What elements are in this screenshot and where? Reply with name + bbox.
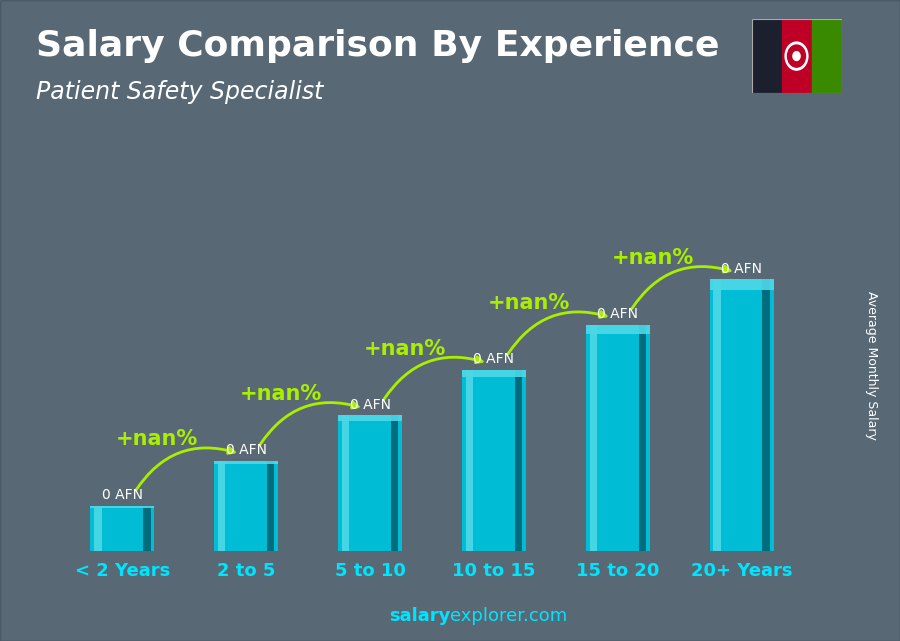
- Bar: [515, 370, 522, 551]
- Text: salary: salary: [389, 607, 450, 625]
- Bar: [338, 415, 402, 420]
- FancyArrowPatch shape: [384, 357, 482, 399]
- Bar: [812, 19, 842, 93]
- Circle shape: [785, 42, 808, 70]
- Text: 0 AFN: 0 AFN: [102, 488, 143, 503]
- Bar: [590, 324, 598, 551]
- Bar: [90, 506, 155, 508]
- Text: +nan%: +nan%: [488, 294, 570, 313]
- FancyArrowPatch shape: [136, 447, 234, 490]
- Bar: [342, 415, 349, 551]
- Circle shape: [788, 45, 806, 67]
- Bar: [781, 19, 812, 93]
- Bar: [638, 324, 646, 551]
- Bar: [752, 19, 781, 93]
- Text: +nan%: +nan%: [364, 339, 446, 359]
- Circle shape: [793, 52, 800, 60]
- Bar: [391, 415, 399, 551]
- Bar: [762, 279, 770, 551]
- FancyArrowPatch shape: [508, 312, 606, 354]
- Text: +nan%: +nan%: [239, 384, 322, 404]
- Bar: [586, 324, 650, 333]
- Bar: [214, 461, 278, 464]
- Text: Patient Safety Specialist: Patient Safety Specialist: [36, 80, 323, 104]
- FancyArrowPatch shape: [260, 402, 358, 445]
- Bar: [462, 370, 526, 551]
- Bar: [90, 506, 155, 551]
- Text: +nan%: +nan%: [611, 248, 694, 268]
- Bar: [465, 370, 473, 551]
- Text: 0 AFN: 0 AFN: [721, 262, 762, 276]
- Text: explorer.com: explorer.com: [450, 607, 567, 625]
- Text: 0 AFN: 0 AFN: [349, 397, 391, 412]
- Bar: [714, 279, 721, 551]
- Text: +nan%: +nan%: [116, 429, 198, 449]
- Text: 0 AFN: 0 AFN: [598, 307, 638, 321]
- Bar: [94, 506, 102, 551]
- Bar: [709, 279, 774, 551]
- Text: 0 AFN: 0 AFN: [473, 353, 515, 366]
- FancyArrowPatch shape: [632, 266, 730, 308]
- Bar: [218, 461, 226, 551]
- Text: Salary Comparison By Experience: Salary Comparison By Experience: [36, 29, 719, 63]
- Bar: [709, 279, 774, 290]
- Bar: [143, 506, 150, 551]
- Bar: [586, 324, 650, 551]
- Text: Average Monthly Salary: Average Monthly Salary: [865, 291, 878, 440]
- Bar: [266, 461, 274, 551]
- Text: 0 AFN: 0 AFN: [226, 443, 266, 457]
- Bar: [462, 370, 526, 377]
- Bar: [338, 415, 402, 551]
- Bar: [214, 461, 278, 551]
